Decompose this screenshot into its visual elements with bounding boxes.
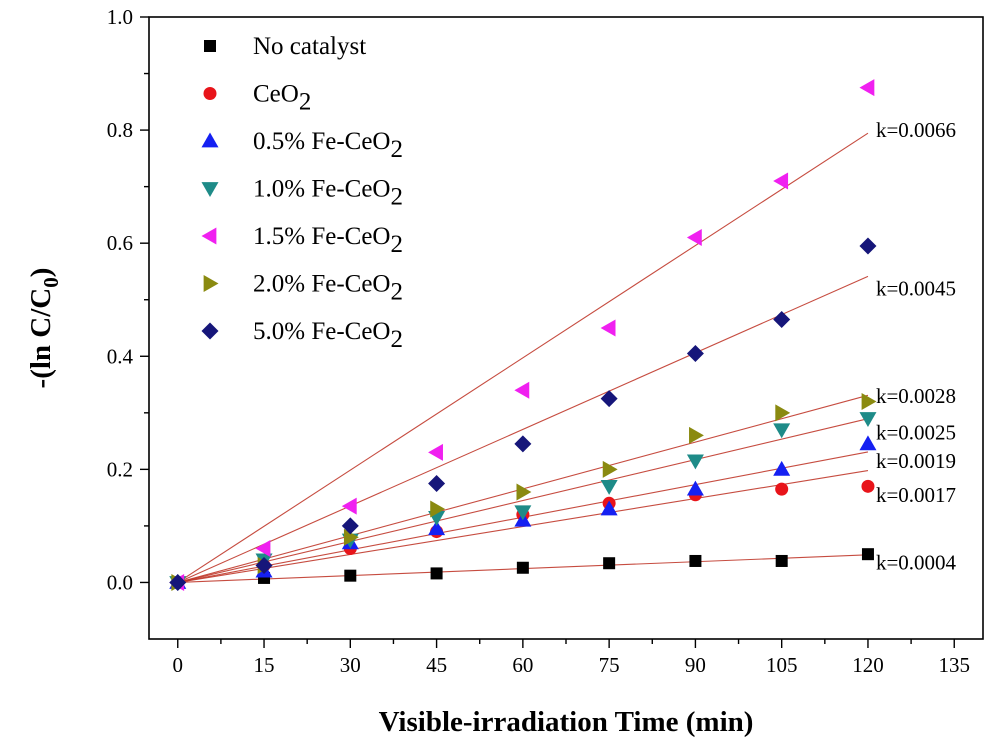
y-tick-label: 0.2	[107, 457, 133, 481]
x-tick-label: 90	[685, 653, 706, 677]
data-point	[859, 435, 877, 451]
data-point	[689, 554, 702, 567]
x-tick-label: 45	[426, 653, 447, 677]
legend-marker	[201, 132, 219, 148]
data-point	[514, 381, 530, 399]
legend-label: 1.5% Fe-CeO2	[253, 223, 403, 258]
y-tick-label: 0.6	[107, 231, 133, 255]
data-point	[689, 426, 704, 444]
rate-constant-labels: k=0.0004 k=0.0017 k=0.0019 k=0.0025 k=0.0066…	[876, 118, 957, 575]
data-point	[341, 517, 359, 535]
y-tick-label: 0.8	[107, 118, 133, 142]
data-point	[516, 561, 529, 574]
legend-label: 1.0% Fe-CeO2	[253, 176, 403, 211]
x-tick-label: 75	[599, 653, 620, 677]
data-point	[169, 573, 187, 591]
data-point	[859, 79, 875, 97]
y-tick-label: 0.0	[107, 570, 133, 594]
data-point	[686, 344, 704, 362]
fit-line	[177, 275, 869, 583]
data-point	[600, 500, 618, 516]
data-point	[341, 497, 357, 515]
data-point	[428, 443, 443, 461]
data-point	[773, 460, 791, 476]
data-point	[514, 505, 532, 521]
rate-constant-label: k=0.0045	[876, 276, 956, 300]
rate-constant-label: k=0.0017	[876, 483, 956, 507]
data-point	[602, 460, 618, 478]
data-point	[430, 500, 446, 518]
legend-marker	[203, 87, 217, 100]
data-point	[775, 554, 788, 567]
rate-constant-label: k=0.0066	[876, 118, 956, 142]
data-point	[516, 483, 532, 501]
data-point	[861, 479, 875, 493]
legend-marker	[201, 227, 217, 245]
data-point	[600, 390, 618, 408]
legend-label: CeO2	[253, 81, 311, 116]
data-point	[686, 229, 702, 247]
legend-label: 5.0% Fe-CeO2	[253, 318, 403, 353]
legend-marker	[201, 322, 219, 340]
x-tick-label: 30	[340, 653, 361, 677]
legend-label: 0.5% Fe-CeO2	[253, 128, 403, 163]
legend: No catalyst CeO2 0.5% Fe-CeO2 1.0% Fe-CeO2 1…	[201, 33, 403, 353]
legend-marker	[203, 275, 219, 292]
data-point	[514, 435, 532, 453]
fit-lines	[177, 132, 869, 584]
legend-marker	[204, 40, 216, 52]
x-tick-label: 135	[938, 653, 970, 677]
data-point	[859, 412, 877, 427]
data-point	[859, 237, 877, 255]
data-point	[773, 311, 791, 329]
y-tick-label: 0.4	[107, 344, 134, 368]
data-point	[686, 454, 704, 470]
data-point	[603, 557, 616, 570]
legend-marker	[201, 182, 219, 197]
axis-ticks: 0 15 30 45 60 75 90 105 120 135 0.0 0.2 0.4 0.6 0.8 1.0	[107, 5, 970, 677]
x-tick-label: 60	[512, 653, 533, 677]
rate-constant-label: k=0.0025	[876, 421, 956, 445]
data-point	[775, 404, 791, 422]
legend-label: No catalyst	[253, 33, 366, 60]
data-point	[775, 482, 789, 496]
data-point	[343, 528, 359, 546]
fit-line	[177, 418, 869, 583]
fit-line	[177, 132, 869, 583]
data-point	[428, 520, 446, 536]
data-point	[773, 172, 789, 190]
x-axis-title: Visible-irradiation Time (min)	[379, 706, 754, 738]
data-point	[686, 480, 704, 496]
data-point	[255, 556, 273, 574]
data-point	[600, 479, 618, 495]
y-axis-title: -(ln C/C0)	[25, 268, 63, 389]
data-markers	[169, 79, 877, 591]
data-point	[773, 423, 791, 439]
x-tick-label: 0	[173, 653, 184, 677]
data-point	[428, 475, 446, 492]
data-point	[255, 540, 271, 558]
data-point	[430, 567, 443, 580]
data-point	[861, 393, 877, 411]
data-point	[600, 319, 616, 337]
data-point	[861, 548, 874, 561]
rate-constant-label: k=0.0019	[876, 449, 956, 473]
legend-label: 2.0% Fe-CeO2	[253, 271, 403, 306]
data-point	[344, 569, 357, 582]
x-tick-label: 15	[254, 653, 275, 677]
rate-constant-label: k=0.0004	[876, 551, 957, 575]
x-tick-label: 120	[852, 653, 884, 677]
rate-constant-label: k=0.0028	[876, 384, 956, 408]
y-tick-label: 1.0	[107, 5, 133, 29]
x-tick-label: 105	[766, 653, 798, 677]
